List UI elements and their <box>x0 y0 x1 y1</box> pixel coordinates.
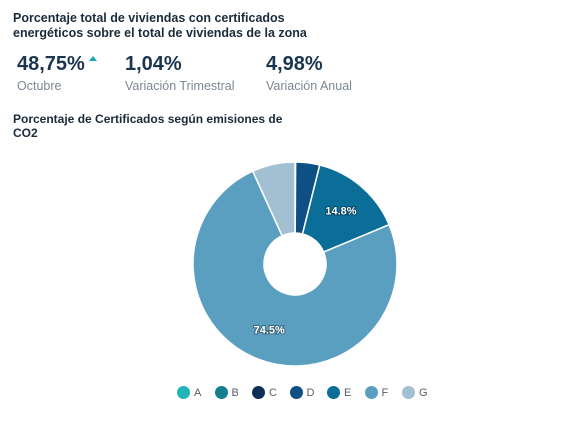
legend-swatch-icon <box>214 386 228 399</box>
legend-swatch-icon <box>364 386 378 399</box>
stats-row: 48,75% Octubre 1,04% Variación Trimestra… <box>17 52 577 96</box>
legend-label: C <box>269 387 277 399</box>
stat-quarterly-label: Variación Trimestral <box>125 79 235 93</box>
slice-g[interactable] <box>251 161 296 237</box>
data-label-e: 14.8% <box>325 206 356 218</box>
chart-title: Porcentaje de Certificados según emision… <box>13 112 283 140</box>
data-label-f: 74.5% <box>254 325 285 337</box>
legend-swatch-icon <box>177 386 190 399</box>
stat-quarterly: 1,04% Variación Trimestral <box>125 52 235 94</box>
stat-current: 48,75% Octubre <box>17 52 97 94</box>
stat-annual-label: Variación Anual <box>266 79 352 93</box>
legend-label: G <box>419 387 428 399</box>
legend-swatch-icon <box>327 386 340 399</box>
legend-label: A <box>194 387 202 399</box>
slice-f[interactable] <box>192 170 398 367</box>
legend-label: B <box>231 387 239 399</box>
stat-current-label: Octubre <box>17 79 62 93</box>
legend-swatch-icon <box>402 386 415 399</box>
stat-annual: 4,98% Variación Anual <box>266 52 352 94</box>
slice-e[interactable] <box>301 164 391 254</box>
legend-label: F <box>381 387 389 399</box>
stat-quarterly-value: 1,04% <box>125 53 182 75</box>
legend-swatch-icon <box>252 386 265 399</box>
stat-current-value: 48,75% <box>17 53 85 75</box>
legend-swatch-icon <box>289 386 303 399</box>
trend-up-icon <box>88 56 97 61</box>
legend-label: E <box>344 387 352 399</box>
stat-annual-value: 4,98% <box>266 53 323 75</box>
legend-label: D <box>306 387 315 399</box>
page-title: Porcentaje total de viviendas con certif… <box>13 11 307 40</box>
chart-legend: A B C D E F G <box>0 384 577 402</box>
